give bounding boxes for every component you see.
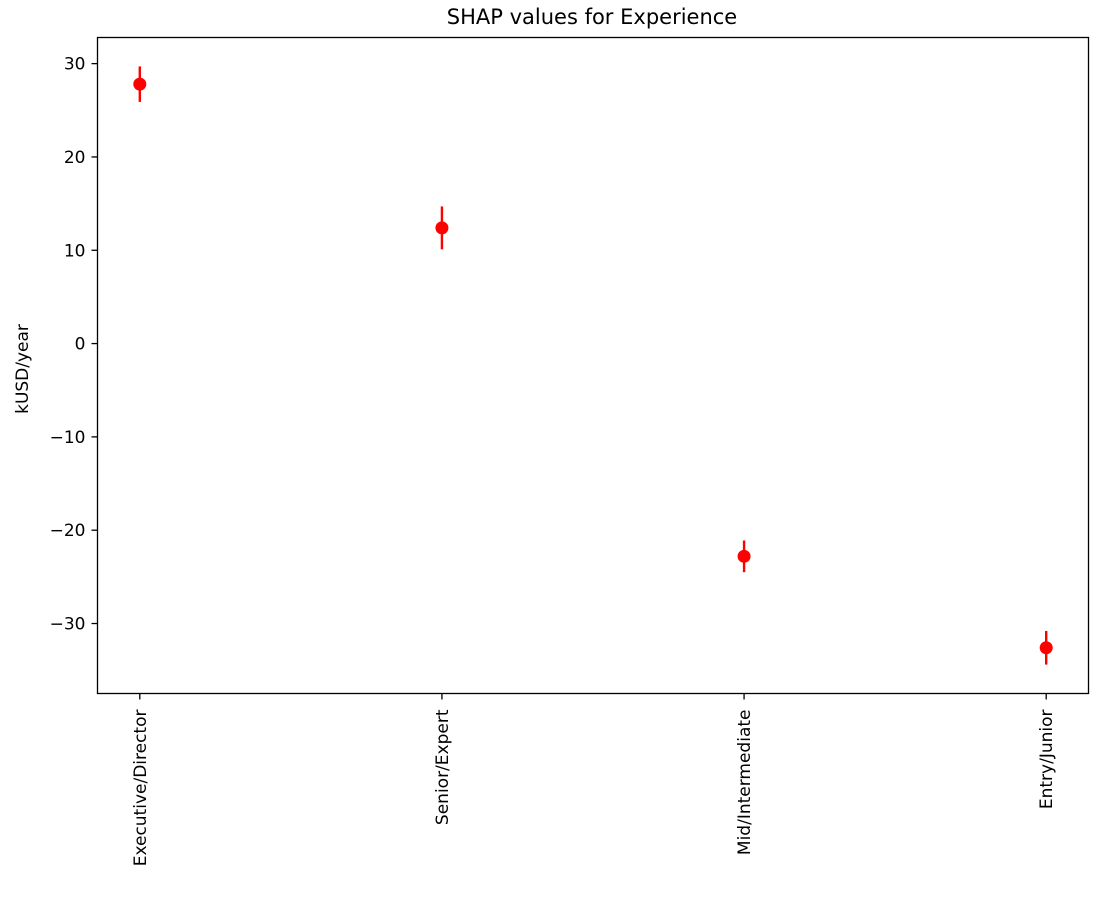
ticks-layer: 30 20 10 0 −10 −20 −30 Executive/Director Senior… [50,55,1058,867]
data-point [737,549,751,563]
x-tick-label: Mid/Intermediate [735,710,755,856]
y-tick-label: 20 [64,148,86,168]
data-point [1039,641,1053,655]
x-tick-label: Senior/Expert [433,709,453,825]
y-tick-label: −10 [50,428,86,448]
x-tick-label: Executive/Director [131,710,151,867]
data-point [435,221,449,235]
y-tick-label: 0 [75,335,86,355]
y-axis-label: kUSD/year [13,324,33,414]
plot-frame [96,36,1090,695]
y-tick-label: 10 [64,241,86,261]
y-tick-label: −20 [50,521,86,541]
chart-title: SHAP values for Experience [447,5,737,29]
data-point [133,77,147,91]
y-tick-label: −30 [50,615,86,635]
marks-layer [133,66,1053,665]
y-tick-label: 30 [64,55,86,75]
x-tick-label: Entry/Junior [1037,709,1057,809]
